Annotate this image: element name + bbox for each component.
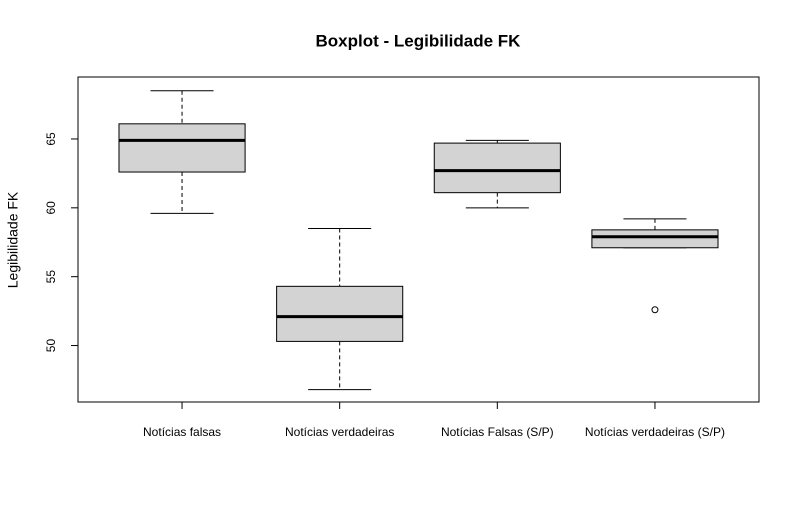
chart-title: Boxplot - Legibilidade FK bbox=[316, 31, 522, 50]
outlier bbox=[651, 306, 659, 314]
x-tick-label: Notícias verdadeiras bbox=[285, 425, 394, 439]
y-tick-label: 65 bbox=[44, 132, 58, 146]
x-tick-label: Notícias verdadeiras (S/P) bbox=[585, 425, 725, 439]
y-tick-label: 50 bbox=[44, 339, 58, 353]
x-tick-label: Notícias falsas bbox=[143, 425, 221, 439]
y-axis-label: Legibilidade FK bbox=[5, 191, 21, 288]
box bbox=[118, 123, 246, 173]
box bbox=[276, 285, 404, 342]
y-tick-label: 60 bbox=[44, 201, 58, 215]
x-tick-label: Notícias Falsas (S/P) bbox=[441, 425, 554, 439]
box bbox=[433, 142, 561, 194]
box bbox=[591, 229, 719, 249]
y-tick-label: 55 bbox=[44, 270, 58, 284]
